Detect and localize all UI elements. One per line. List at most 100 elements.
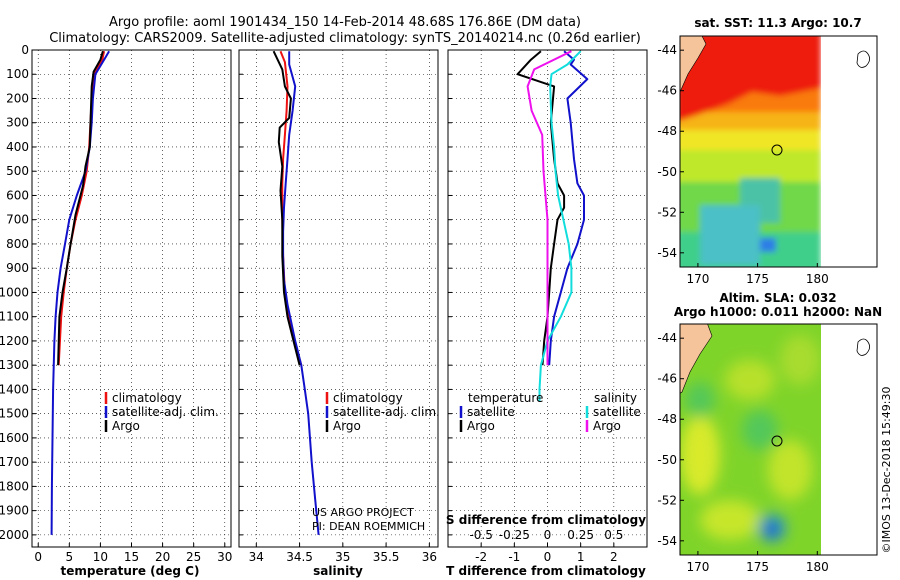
legend-satellite-label: satellite-adj. clim. [333,405,440,419]
salinity-difference-tick-label: -0.5 [469,528,492,542]
salinity-difference-label: S difference from climatology [446,513,646,527]
salinity-series [272,50,320,535]
salinity-grid [239,49,438,547]
depth-tick-label: 900 [6,261,29,275]
x-tick-label: 35.5 [373,550,400,564]
sla-map-frame [679,323,878,556]
x-tick-label: 0 [34,550,42,564]
depth-tick-label: 1400 [0,382,29,396]
map-x-tick-label: 175 [746,272,769,286]
map-y-tick-label: -50 [657,453,677,467]
depth-tick-label: 100 [6,67,29,81]
legend-argo-label: Argo [112,419,140,433]
salinity-panel: 34 34.5 35 35.5 36 salinity climatology sate… [238,49,440,578]
legend-argo-label: Argo [333,419,361,433]
salinity-difference-tick-labels: -0.5 -0.25 0 0.25 0.5 [469,528,623,542]
map-y-tick-label: -44 [657,331,677,345]
sst-map-ticks: 170 175 180 -44 -46 -48 -50 -52 -54 [657,43,828,286]
legend-sal-argo-label: Argo [593,419,621,433]
land-mass-nz [680,324,713,394]
salinity-tick-labels: 34 34.5 35 35.5 36 [249,550,437,564]
salinity-difference-tick-label: 0 [544,528,552,542]
map-x-tick-label: 170 [686,272,709,286]
series-line-salinity-satellite [538,50,582,402]
map-x-tick-label: 170 [686,560,709,574]
pi-label: PI: DEAN ROEMMICH [312,520,425,533]
depth-tick-label: 500 [6,164,29,178]
map-x-tick-label: 180 [806,560,829,574]
salinity-difference-tick-label: 0.5 [604,528,623,542]
sst-field [680,36,877,267]
sst-map-frame [679,35,878,268]
map-y-tick-label: -54 [657,246,677,260]
depth-tick-label: 800 [6,237,29,251]
x-tick-label: 2 [610,550,618,564]
legend-climatology-label: climatology [112,391,182,405]
sst-map-panel: sat. SST: 11.3 Argo: 10.7 170 175 180 -44 -4… [657,16,878,286]
map-x-tick-label: 180 [806,272,829,286]
x-tick-label: 25 [186,550,201,564]
map-y-tick-label: -52 [657,493,677,507]
salinity-xlabel: salinity [313,564,363,578]
x-tick-label: 20 [155,550,170,564]
legend-sal-satellite-label: satellite [593,405,641,419]
map-y-tick-label: -44 [657,43,677,57]
map-y-tick-label: -46 [657,372,677,386]
legend-temp-argo-label: Argo [467,419,495,433]
legend-temperature-header: temperature [468,391,543,405]
difference-panel: -2 -1 0 1 2 -0.5 -0.25 0 0.25 0.5 S difference f… [446,49,648,578]
chatham-island-outline [856,338,870,356]
sst-no-data-region [821,36,877,267]
x-tick-label: 15 [124,550,139,564]
series-line-argo [57,50,104,366]
map-x-tick-label: 175 [746,560,769,574]
legend-temp-satellite-label: satellite [467,405,515,419]
temperature-panel: 0100200300400500600700800900100011001200… [0,43,232,578]
series-line-argo [272,50,301,366]
imos-credit: ©IMOS 13-Dec-2018 15:49:30 [880,387,893,554]
depth-tick-label: 1600 [0,431,29,445]
sla-argo-position-marker [771,435,783,447]
temperature-difference-xlabel: T difference from climatology [446,564,646,578]
legend-salinity-header: salinity [594,391,637,405]
x-tick-label: -1 [508,550,520,564]
temperature-tick-labels: 0 5 10 15 20 25 30 [34,550,232,564]
difference-series [516,50,589,402]
difference-tick-labels: -2 -1 0 1 2 [475,550,617,564]
map-y-tick-label: -54 [657,534,677,548]
map-y-tick-label: -46 [657,84,677,98]
depth-tick-label: 0 [21,43,29,57]
legend-climatology-label: climatology [333,391,403,405]
depth-tick-label: 1500 [0,407,29,421]
legend-satellite-label: satellite-adj. clim. [112,405,219,419]
salinity-axes-frame [238,49,439,548]
depth-tick-labels: 0 100 200 300 400 500 600 700 800 900 1000 1100 1200… [0,43,29,542]
sla-map-title-line2: Argo h1000: 0.011 h2000: NaN [674,305,882,319]
x-tick-label: 30 [217,550,232,564]
x-tick-label: 34 [249,550,264,564]
depth-tick-label: 1800 [0,479,29,493]
temperature-xlabel: temperature (deg C) [61,564,200,578]
x-tick-label: 34.5 [286,550,313,564]
depth-tick-label: 1900 [0,504,29,518]
x-tick-label: 0 [544,550,552,564]
map-y-tick-label: -48 [657,124,677,138]
sla-map-title-line1: Altim. SLA: 0.032 [719,291,836,305]
depth-tick-label: 1100 [0,310,29,324]
salinity-difference-tick-label: 0.25 [567,528,594,542]
series-line-salinity-argo [526,50,572,366]
x-tick-label: 35 [335,550,350,564]
depth-tick-label: 1700 [0,455,29,469]
difference-legend: temperature satellite Argo salinity sate… [459,391,641,433]
depth-tick-label: 200 [6,91,29,105]
depth-tick-label: 1000 [0,285,29,299]
figure-title-line1: Argo profile: aoml 1901434_150 14-Feb-20… [109,15,581,30]
x-tick-label: 10 [93,550,108,564]
figure-title-line2: Climatology: CARS2009. Satellite-adjuste… [49,31,641,46]
map-y-tick-label: -50 [657,165,677,179]
salinity-difference-tick-label: -0.25 [499,528,530,542]
salinity-legend: climatology satellite-adj. clim. Argo [325,391,440,433]
temperature-grid [32,49,231,547]
sla-field [680,324,877,555]
